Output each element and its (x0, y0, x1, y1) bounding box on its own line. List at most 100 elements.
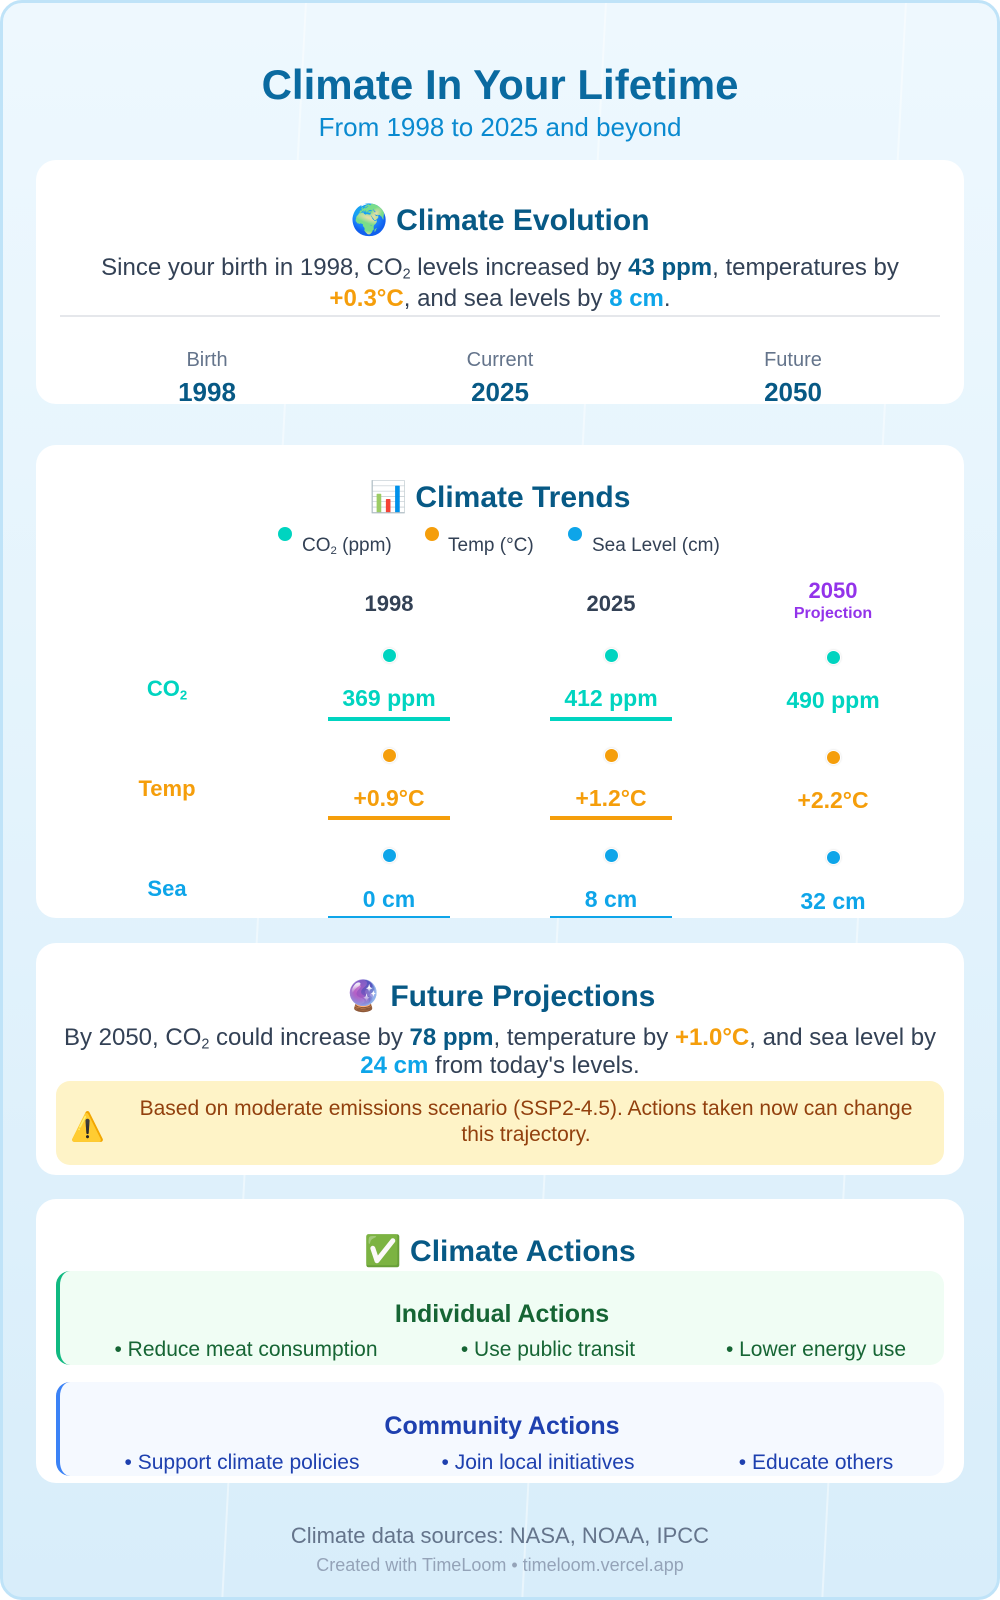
milestone-label: Birth (186, 349, 228, 371)
data-point-co2-2025 (603, 648, 619, 663)
value-bar-sea-1998 (328, 916, 450, 918)
warning-box: ⚠️ Based on moderate emissions scenario … (56, 1081, 944, 1165)
future-projections-card: 🔮 Future Projections By 2050, CO2 could … (36, 943, 964, 1175)
temp-delta: +0.3°C (329, 285, 404, 312)
data-point-temp-1998 (381, 748, 397, 763)
warning-icon: ⚠️ (70, 1111, 105, 1142)
data-point-co2-1998 (381, 648, 397, 663)
subscript: 2 (201, 1036, 210, 1053)
summary-text: , and sea levels by (403, 285, 610, 312)
evolution-summary-line2: +0.3°C, and sea levels by 8 cm. (36, 283, 964, 314)
divider (60, 315, 940, 317)
value-co2-2050: 490 ppm (786, 687, 880, 713)
value-bar-co2-2025 (550, 717, 672, 721)
section-title-text: Climate Actions (410, 1235, 636, 1268)
year-header: 2025 (586, 591, 636, 616)
year-header: 1998 (364, 591, 414, 616)
value-sea-2025: 8 cm (584, 886, 638, 912)
data-point-sea-2025 (603, 848, 619, 863)
milestone-year: 2050 (764, 377, 822, 407)
action-item: • Use public transit (460, 1338, 636, 1361)
action-item: • Reduce meat consumption (114, 1338, 378, 1361)
climate-actions-card: ✅ Climate Actions Individual Actions • R… (36, 1199, 964, 1483)
row-label-temp: Temp (138, 776, 196, 801)
summary-text: , and sea level by (749, 1024, 937, 1051)
climate-trends-card: 📊 Climate Trends CO2 (ppm) Temp (°C) Sea… (36, 445, 964, 918)
section-title-text: Climate Evolution (396, 204, 650, 237)
page-subtitle: From 1998 to 2025 and beyond (318, 112, 682, 142)
value-sea-1998: 0 cm (362, 886, 416, 912)
projection-label: Projection (793, 605, 873, 622)
value-sea-2050: 32 cm (800, 888, 866, 914)
individual-actions-title: Individual Actions (394, 1300, 610, 1328)
value-co2-1998: 369 ppm (342, 685, 436, 711)
action-item: • Lower energy use (725, 1338, 907, 1361)
evolution-summary: Since your birth in 1998, CO2 levels inc… (36, 252, 964, 283)
milestone-year: 1998 (178, 377, 236, 407)
data-point-sea-2050 (825, 850, 841, 865)
section-title: 🌍 Climate Evolution (36, 203, 964, 239)
temp-delta: +1.0°C (674, 1024, 750, 1051)
projection-summary-line2: 24 cm from today's levels. (36, 1050, 964, 1081)
check-mark-icon: ✅ (364, 1235, 402, 1268)
co2-delta: 43 ppm (628, 254, 713, 281)
community-actions-box: Community Actions • Support climate poli… (56, 1382, 944, 1476)
projection-year-header: 2050 (808, 578, 858, 603)
action-item: • Join local initiatives (441, 1451, 635, 1474)
warning-text: this trajectory. (461, 1123, 591, 1146)
value-bar-temp-2025 (550, 816, 672, 820)
milestone-label: Future (764, 349, 822, 371)
section-title-text: Climate Trends (415, 481, 631, 514)
legend-label: (ppm) (336, 535, 392, 556)
row-label-co2: CO2 (97, 675, 237, 703)
data-point-co2-2050 (825, 650, 841, 665)
legend-temp: Temp (°C) (448, 535, 534, 556)
climate-evolution-card: 🌍 Climate Evolution Since your birth in … (36, 160, 964, 407)
value-bar-co2-1998 (328, 717, 450, 721)
warning-text: Based on moderate emissions scenario (SS… (139, 1097, 913, 1120)
summary-text: from today's levels. (428, 1052, 640, 1079)
bar-chart-icon: 📊 (369, 481, 407, 514)
milestone-year: 2025 (471, 377, 529, 407)
summary-text: , temperatures by (712, 254, 899, 281)
crystal-ball-icon: 🔮 (344, 980, 382, 1013)
data-point-temp-2050 (825, 750, 841, 765)
section-title: 🔮 Future Projections (36, 979, 964, 1015)
page-title: Climate In Your Lifetime (261, 61, 739, 108)
subscript: 2 (330, 544, 337, 557)
section-title: 📊 Climate Trends (36, 480, 964, 516)
section-title: ✅ Climate Actions (36, 1234, 964, 1270)
legend-temp-dot (425, 527, 439, 541)
row-label-text: CO (146, 676, 180, 701)
community-actions-title: Community Actions (384, 1412, 620, 1440)
section-title-text: Future Projections (390, 980, 656, 1013)
value-temp-1998: +0.9°C (353, 785, 425, 811)
legend-sea: Sea Level (cm) (592, 535, 720, 556)
sea-delta: 24 cm (360, 1052, 429, 1079)
summary-text: , temperature by (493, 1024, 675, 1051)
summary-text: Since your birth in 1998, CO (101, 254, 403, 281)
summary-text: By 2050, CO (63, 1024, 202, 1051)
value-temp-2050: +2.2°C (797, 787, 869, 813)
value-bar-sea-2025 (550, 916, 672, 918)
value-temp-2025: +1.2°C (575, 785, 647, 811)
summary-text: . (663, 285, 671, 312)
summary-text: could increase by (209, 1024, 410, 1051)
data-point-sea-1998 (381, 848, 397, 863)
legend-co2-dot (278, 527, 292, 541)
row-label-sea: Sea (147, 876, 187, 901)
action-item: • Educate others (738, 1451, 894, 1474)
value-co2-2025: 412 ppm (564, 685, 658, 711)
subscript: 2 (402, 266, 411, 283)
credit-line: Created with TimeLoom • timeloom.vercel.… (316, 1555, 684, 1575)
data-point-temp-2025 (603, 748, 619, 763)
sea-delta: 8 cm (609, 285, 664, 312)
subscript: 2 (179, 687, 188, 703)
projection-summary: By 2050, CO2 could increase by 78 ppm, t… (36, 1022, 964, 1053)
summary-text: levels increased by (410, 254, 629, 281)
milestone-label: Current (466, 349, 534, 371)
legend-sea-dot (568, 527, 582, 541)
globe-icon: 🌍 (350, 204, 388, 237)
action-item: • Support climate policies (124, 1451, 360, 1474)
data-sources: Climate data sources: NASA, NOAA, IPCC (290, 1523, 710, 1548)
